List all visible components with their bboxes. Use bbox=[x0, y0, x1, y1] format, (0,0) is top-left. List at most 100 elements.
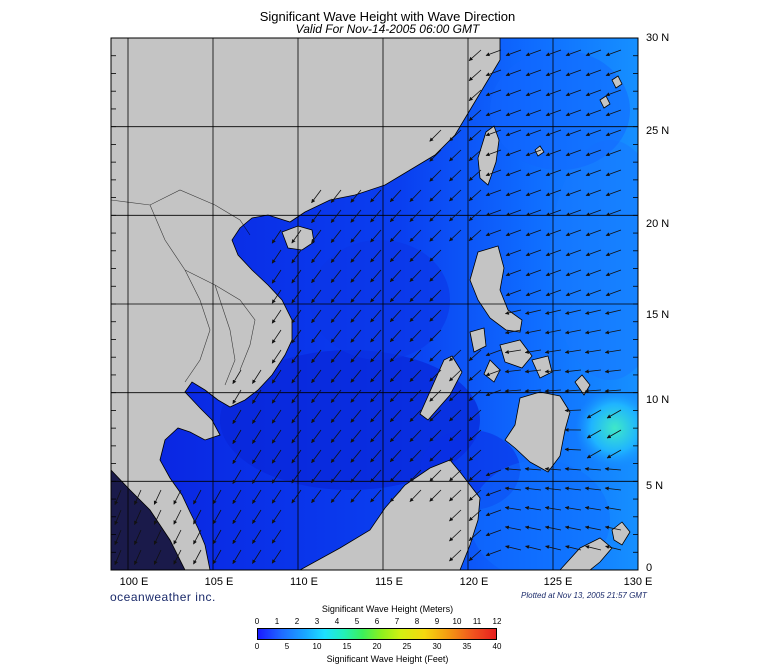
wave-arrow bbox=[505, 289, 522, 297]
wave-arrow bbox=[271, 229, 282, 244]
lon-label: 125 E bbox=[543, 576, 573, 588]
wave-arrow bbox=[504, 388, 522, 393]
wave-arrow bbox=[449, 549, 462, 562]
wave-arrow bbox=[606, 429, 622, 439]
wave-arrow bbox=[291, 229, 302, 244]
legend-feet-tick: 25 bbox=[402, 642, 412, 651]
wave-arrow bbox=[545, 89, 562, 97]
wave-arrow bbox=[485, 129, 502, 137]
wave-arrow bbox=[232, 389, 242, 405]
wave-arrow bbox=[584, 467, 602, 471]
wave-arrow bbox=[545, 129, 562, 137]
wave-arrow bbox=[330, 269, 342, 283]
wave-arrow bbox=[525, 89, 542, 97]
wave-arrow bbox=[604, 369, 622, 374]
wave-arrow bbox=[409, 429, 422, 442]
wave-arrow bbox=[565, 49, 582, 57]
land-mass bbox=[111, 38, 631, 570]
wave-arrow bbox=[525, 249, 542, 257]
wave-arrow bbox=[232, 489, 242, 505]
wave-arrow bbox=[389, 269, 402, 283]
wave-arrow bbox=[449, 169, 462, 182]
wave-arrow bbox=[429, 189, 442, 202]
wave-arrow bbox=[584, 349, 602, 354]
legend-feet-title: Significant Wave Height (Feet) bbox=[326, 654, 449, 664]
wave-arrow bbox=[564, 349, 582, 354]
legend-meters-tick: 3 bbox=[314, 617, 320, 626]
wave-arrow bbox=[525, 169, 542, 177]
wave-arrow bbox=[252, 449, 262, 464]
wave-arrow bbox=[193, 489, 202, 505]
chart-title: Significant Wave Height with Wave Direct… bbox=[259, 9, 516, 24]
wave-arrow bbox=[605, 545, 622, 551]
wave-arrow bbox=[409, 409, 422, 422]
wave-arrow bbox=[544, 486, 562, 491]
wave-arrow bbox=[311, 209, 322, 224]
wave-arrow bbox=[389, 429, 402, 443]
wave-arrow bbox=[449, 429, 462, 442]
graticule bbox=[111, 38, 638, 570]
wave-arrow bbox=[504, 369, 522, 374]
legend-meters-tick: 1 bbox=[274, 617, 280, 626]
wave-arrow bbox=[173, 509, 182, 525]
wave-arrow bbox=[291, 429, 302, 444]
wave-arrow bbox=[429, 409, 442, 422]
wave-arrow bbox=[370, 489, 382, 503]
wave-arrow bbox=[545, 545, 562, 551]
wave-arrow bbox=[505, 129, 522, 137]
wave-arrow bbox=[350, 329, 362, 343]
wave-arrow bbox=[485, 189, 502, 197]
wave-arrow bbox=[330, 409, 342, 423]
wave-arrow bbox=[252, 529, 262, 544]
wave-arrow bbox=[604, 486, 622, 491]
wave-arrow bbox=[468, 489, 482, 501]
wave-arrow bbox=[525, 269, 542, 277]
wave-arrow bbox=[271, 309, 282, 324]
wave-arrow bbox=[114, 529, 122, 546]
legend-meters-tick: 11 bbox=[472, 617, 482, 626]
wave-arrow bbox=[564, 329, 582, 335]
wave-arrow bbox=[370, 249, 382, 263]
wave-arrow bbox=[449, 149, 462, 162]
wave-arrow bbox=[350, 449, 362, 463]
wave-arrow bbox=[409, 369, 422, 382]
mindanao-island bbox=[504, 391, 571, 473]
wave-arrow bbox=[468, 229, 482, 241]
wave-arrow bbox=[505, 109, 522, 117]
plotted-timestamp: Plotted at Nov 13, 2005 21:57 GMT bbox=[521, 591, 647, 600]
wave-arrow bbox=[271, 429, 282, 444]
wave-arrow bbox=[271, 329, 282, 344]
wave-arrow bbox=[291, 309, 302, 324]
wave-arrow bbox=[429, 469, 442, 482]
legend-meters-title: Significant Wave Height (Meters) bbox=[321, 604, 454, 614]
wave-arrow bbox=[173, 489, 182, 505]
wave-arrow bbox=[409, 489, 422, 502]
wave-arrow bbox=[468, 69, 482, 81]
wave-arrow bbox=[330, 229, 342, 243]
wave-arrow bbox=[605, 89, 622, 97]
wave-arrow bbox=[271, 389, 282, 404]
wave-arrow bbox=[212, 549, 222, 565]
wave-arrow bbox=[389, 189, 402, 203]
wave-arrow bbox=[605, 109, 622, 117]
wave-arrow bbox=[409, 309, 422, 322]
wave-arrow bbox=[271, 249, 282, 264]
wave-arrow bbox=[114, 549, 122, 566]
wave-arrow bbox=[544, 329, 562, 335]
wave-arrow bbox=[370, 289, 382, 303]
wave-arrow bbox=[606, 449, 622, 459]
wave-arrow bbox=[311, 349, 322, 364]
lon-label: 120 E bbox=[459, 576, 489, 588]
wave-arrow bbox=[252, 549, 262, 564]
wave-arrow bbox=[311, 449, 322, 464]
wave-arrow bbox=[350, 429, 362, 443]
wave-arrow bbox=[252, 389, 262, 404]
wave-arrow bbox=[525, 49, 542, 57]
wave-arrow bbox=[370, 469, 382, 483]
wave-arrow bbox=[604, 506, 622, 511]
wave-arrow bbox=[449, 409, 462, 422]
wave-arrow bbox=[585, 89, 602, 97]
legend-feet-tick: 10 bbox=[312, 642, 322, 651]
wave-arrow bbox=[468, 549, 482, 561]
wave-arrow bbox=[429, 389, 442, 402]
